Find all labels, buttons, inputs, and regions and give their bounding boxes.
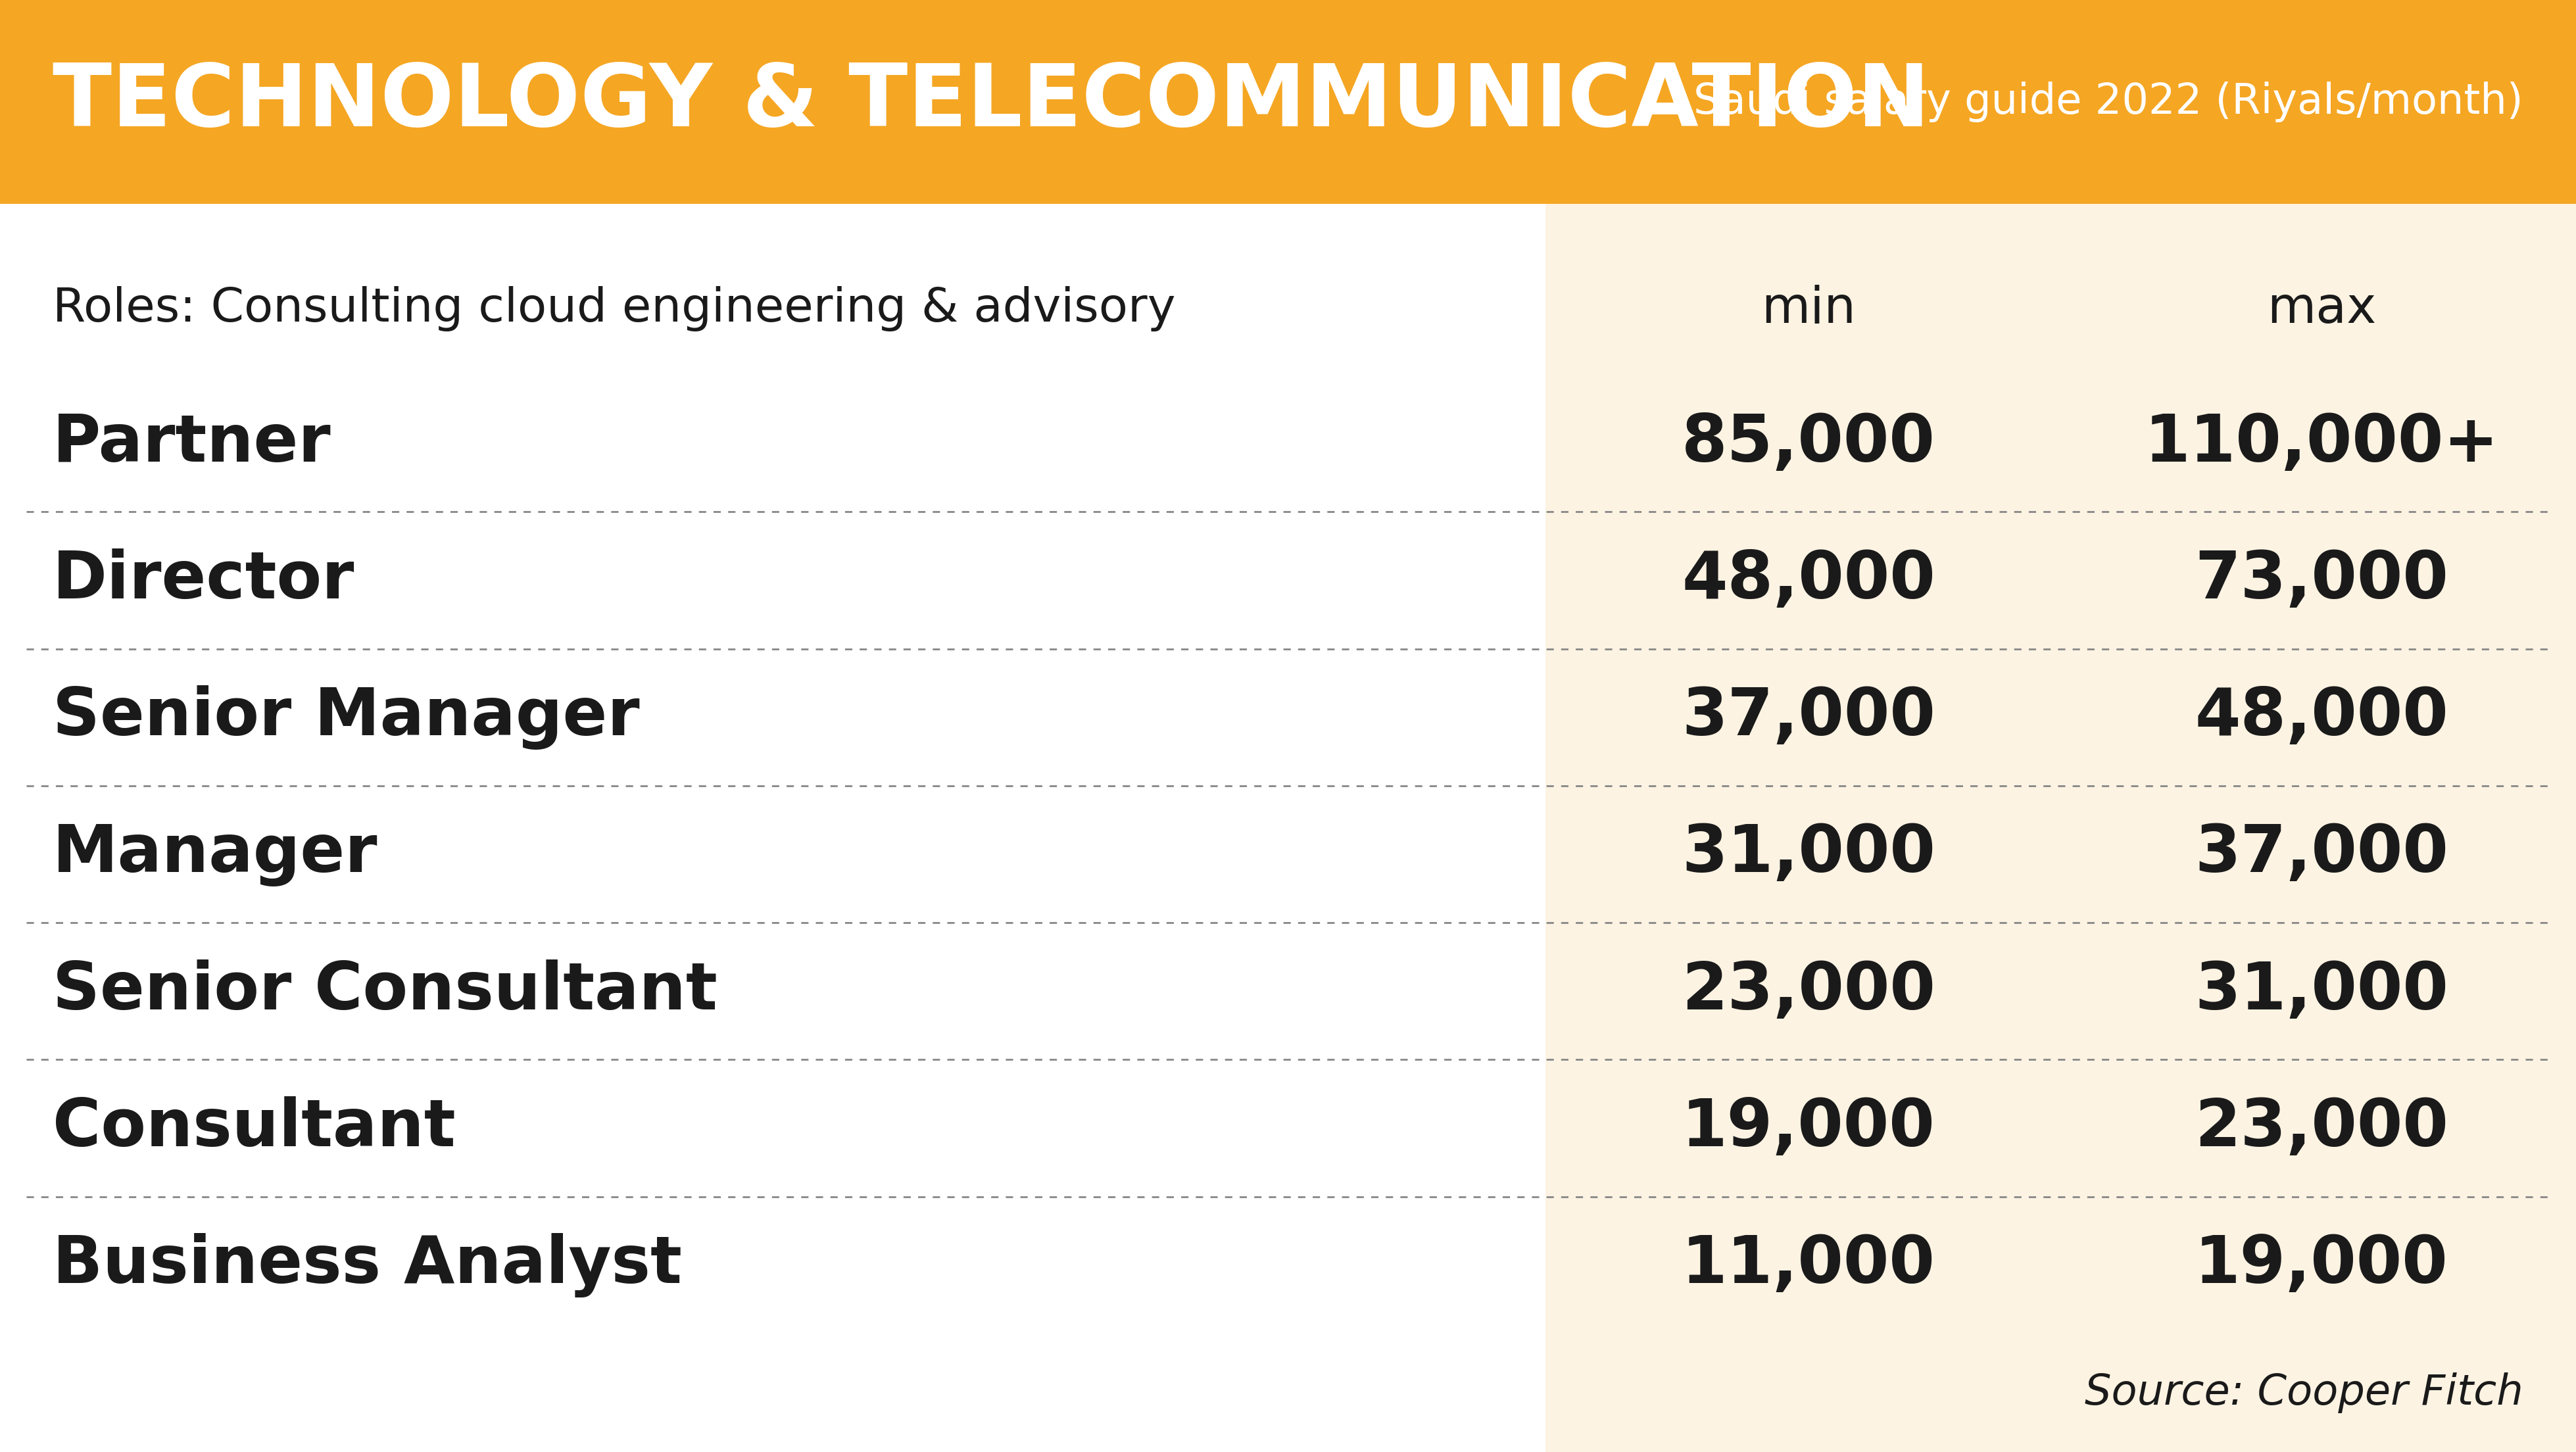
Text: TECHNOLOGY & TELECOMMUNICATION: TECHNOLOGY & TELECOMMUNICATION [52, 60, 1929, 144]
Text: 23,000: 23,000 [1682, 960, 1935, 1024]
Text: 31,000: 31,000 [1682, 822, 1935, 886]
Bar [0, 203, 1546, 1452]
Text: Partner: Partner [52, 411, 332, 475]
Text: 19,000: 19,000 [2195, 1233, 2447, 1297]
Text: Senior Manager: Senior Manager [52, 685, 639, 749]
Text: 37,000: 37,000 [1682, 685, 1935, 749]
Text: 31,000: 31,000 [2195, 960, 2447, 1024]
Text: 37,000: 37,000 [2195, 822, 2447, 886]
Text: 11,000: 11,000 [1682, 1233, 1935, 1297]
Text: min: min [1762, 285, 1855, 334]
Text: Source: Cooper Fitch: Source: Cooper Fitch [2084, 1372, 2524, 1413]
Text: Saudi salary guide 2022 (Riyals/month): Saudi salary guide 2022 (Riyals/month) [1692, 81, 2524, 122]
Text: Senior Consultant: Senior Consultant [52, 960, 716, 1024]
Text: Roles: Consulting cloud engineering & advisory: Roles: Consulting cloud engineering & ad… [52, 286, 1175, 331]
Text: 19,000: 19,000 [1682, 1096, 1935, 1160]
Text: 23,000: 23,000 [2195, 1096, 2447, 1160]
Text: Manager: Manager [52, 822, 379, 886]
Text: 48,000: 48,000 [2195, 685, 2447, 749]
Text: Director: Director [52, 549, 355, 613]
Text: Business Analyst: Business Analyst [52, 1233, 683, 1298]
Text: 73,000: 73,000 [2195, 549, 2447, 613]
Text: 48,000: 48,000 [1682, 549, 1935, 613]
Bar [1546, 203, 2576, 1452]
Text: max: max [2267, 285, 2375, 334]
Text: 110,000+: 110,000+ [2143, 411, 2499, 475]
Text: 85,000: 85,000 [1682, 411, 1935, 475]
Text: Consultant: Consultant [52, 1096, 456, 1160]
Bar [0, 0, 2576, 203]
